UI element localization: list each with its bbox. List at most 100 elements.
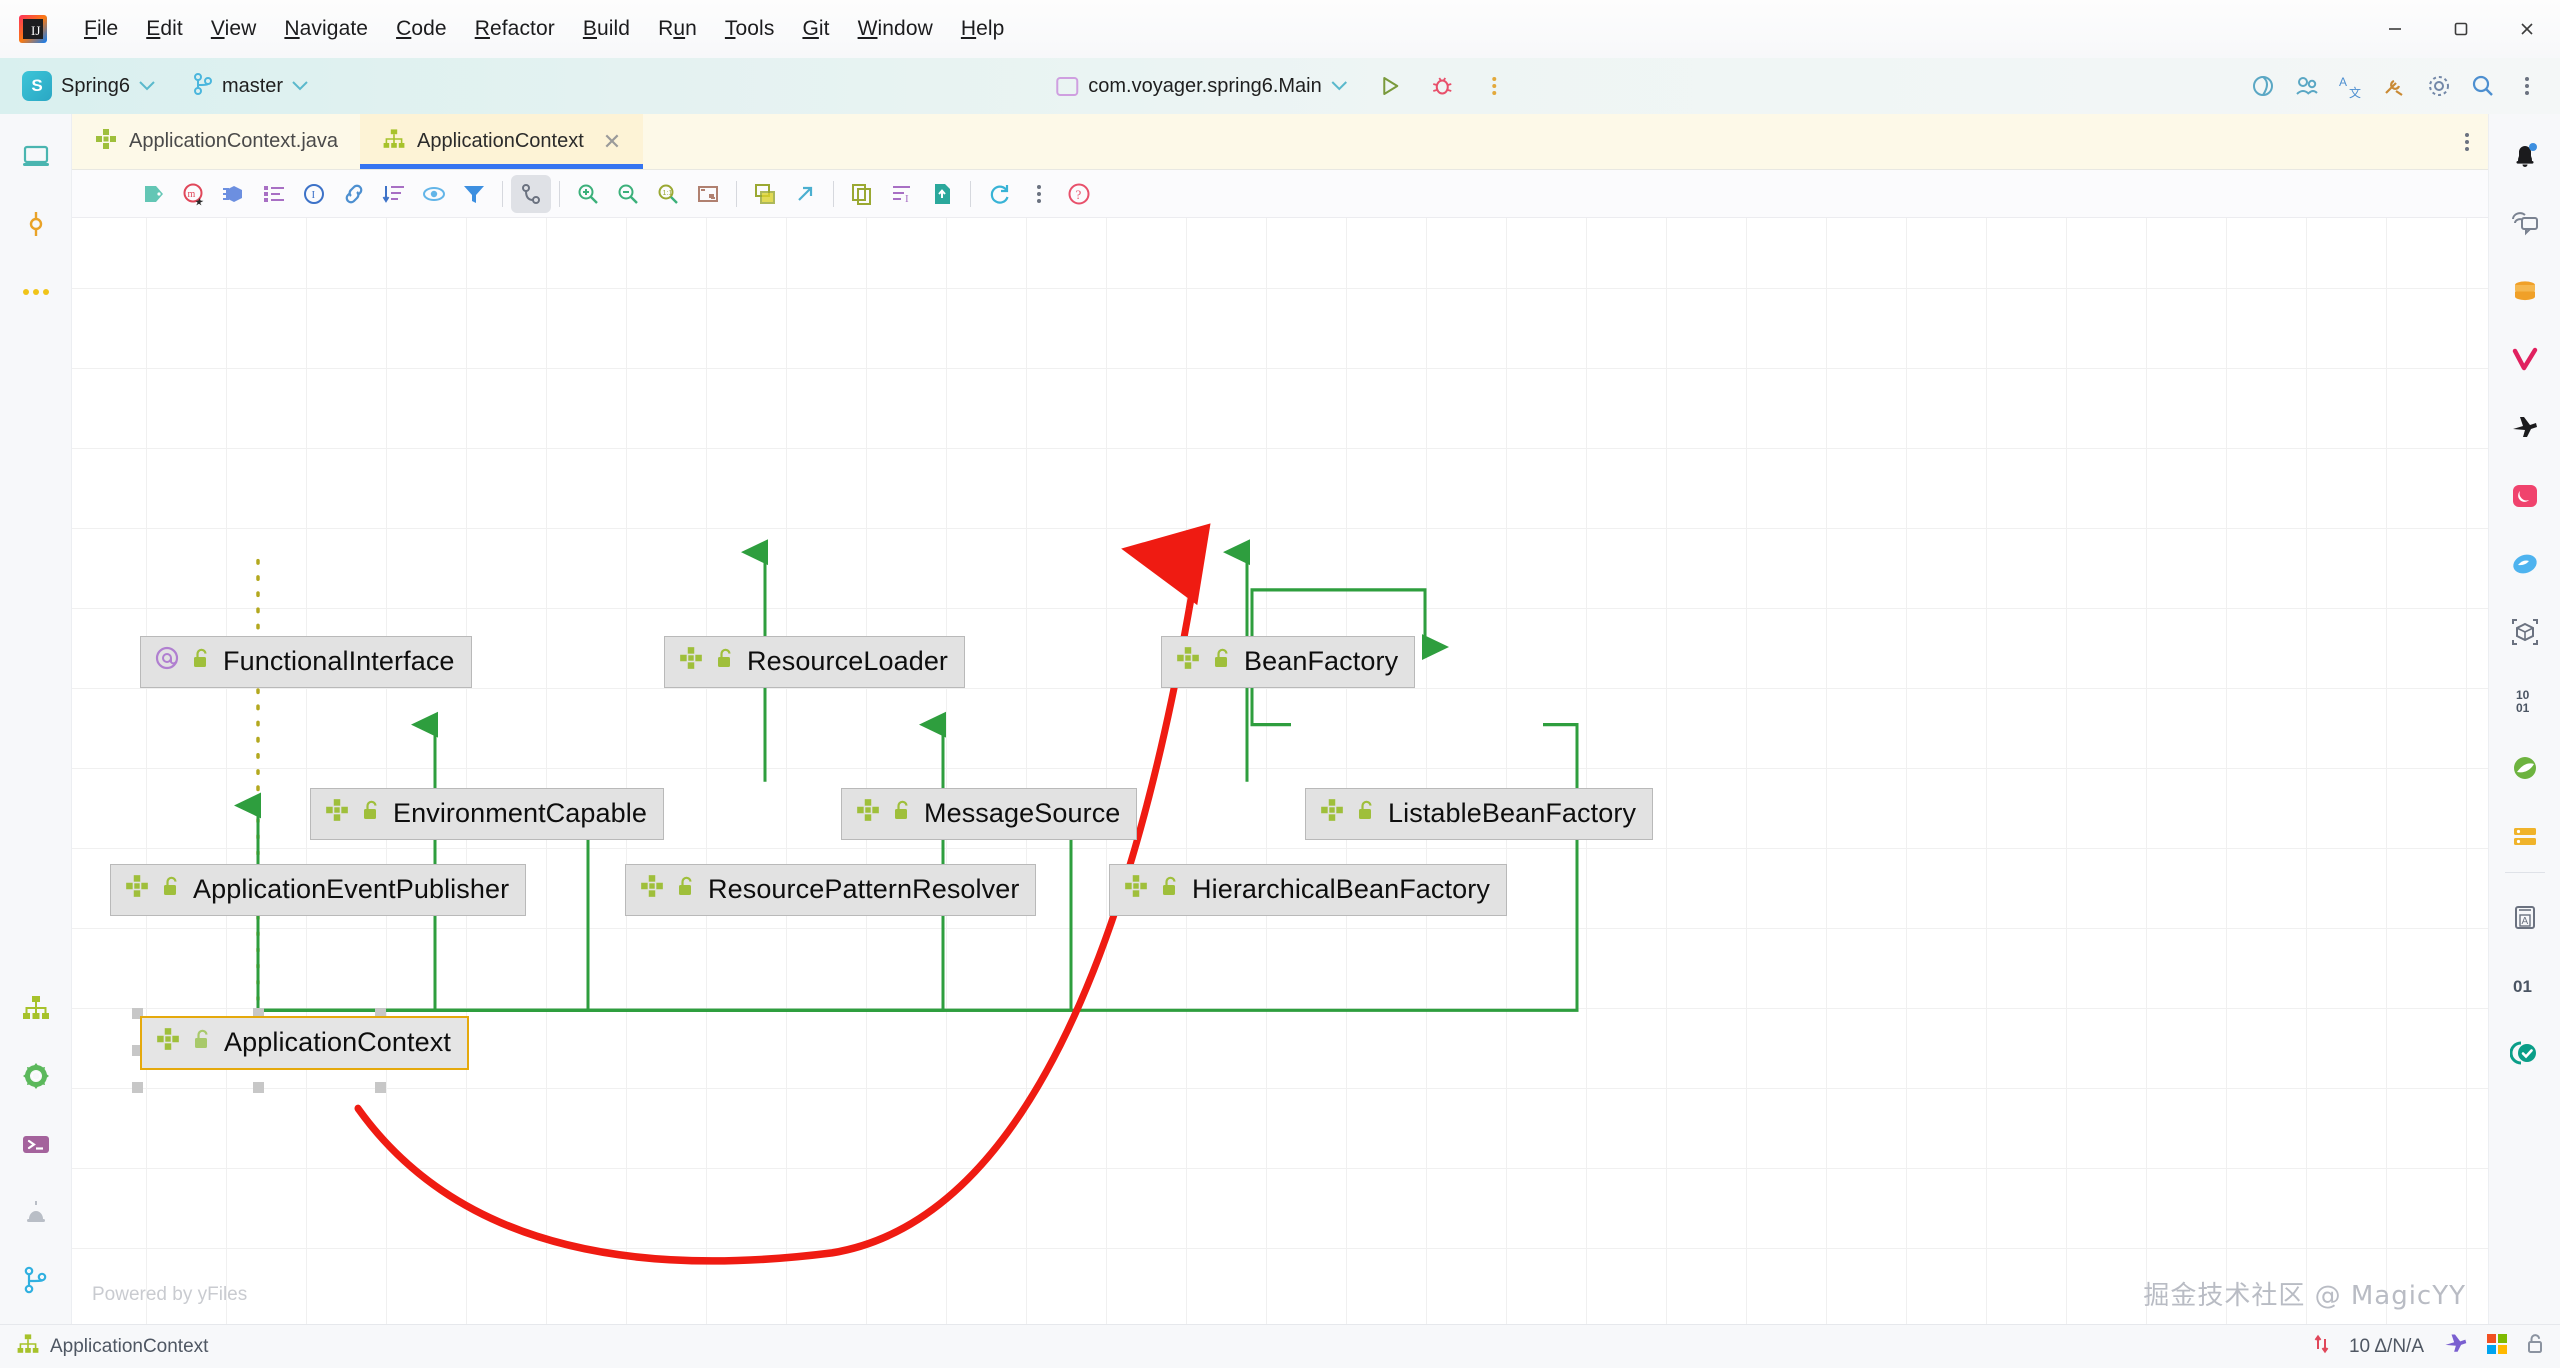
help-icon[interactable]: ? — [1059, 175, 1099, 213]
menu-tools[interactable]: Tools — [724, 17, 775, 40]
node-hierarchicalbeanfactory[interactable]: HierarchicalBeanFactory — [1109, 864, 1507, 916]
settings-icon[interactable] — [2420, 67, 2458, 105]
menu-refactor[interactable]: Refactor — [474, 17, 555, 40]
zoom-in-icon[interactable] — [568, 175, 608, 213]
node-messagesource[interactable]: MessageSource — [841, 788, 1138, 840]
debug-button[interactable] — [1424, 67, 1462, 105]
node-label: ResourcePatternResolver — [708, 873, 1020, 904]
problems-icon[interactable] — [10, 1186, 62, 1238]
checkmark-icon[interactable] — [2499, 1027, 2551, 1079]
menu-build[interactable]: Build — [582, 17, 631, 40]
notifications-icon[interactable] — [2499, 130, 2551, 182]
branch-selector[interactable]: master — [183, 67, 318, 106]
copy-icon[interactable] — [842, 175, 882, 213]
menu-navigate[interactable]: Navigate — [284, 17, 369, 40]
show-edges-icon[interactable] — [334, 175, 374, 213]
maven-icon[interactable] — [2499, 334, 2551, 386]
git-changes-icon[interactable] — [2313, 1333, 2331, 1361]
visibility-icon[interactable] — [414, 175, 454, 213]
apifox-icon[interactable] — [2442, 1331, 2468, 1363]
status-breadcrumb[interactable]: ApplicationContext — [50, 1335, 209, 1357]
dictionary-icon[interactable]: A — [2499, 891, 2551, 943]
menu-code[interactable]: Code — [396, 17, 447, 40]
version-control-icon[interactable] — [10, 1254, 62, 1306]
show-categories-icon[interactable] — [134, 175, 174, 213]
refresh-icon[interactable] — [979, 175, 1019, 213]
export-icon[interactable] — [922, 175, 962, 213]
actual-size-icon[interactable]: 1:1 — [648, 175, 688, 213]
apifox-icon[interactable] — [2499, 470, 2551, 522]
tab-application-context-diagram[interactable]: ApplicationContext ✕ — [360, 114, 644, 169]
node-resourcepatternresolver[interactable]: ResourcePatternResolver — [625, 864, 1037, 916]
menu-edit[interactable]: Edit — [146, 17, 183, 40]
database-icon[interactable] — [2499, 266, 2551, 318]
filter-icon[interactable] — [454, 175, 494, 213]
spring-icon[interactable] — [2499, 742, 2551, 794]
tab-close-icon[interactable]: ✕ — [602, 128, 622, 154]
node-beanfactory[interactable]: BeanFactory — [1161, 636, 1416, 688]
3d-box-icon[interactable] — [2499, 606, 2551, 658]
menu-git[interactable]: Git — [802, 17, 830, 40]
project-icon[interactable] — [10, 130, 62, 182]
node-functionalinterface[interactable]: FunctionalInterface — [140, 636, 472, 688]
toolbar-separator — [970, 180, 971, 207]
maximize-button[interactable] — [2428, 0, 2494, 58]
lock-icon[interactable] — [2526, 1333, 2544, 1361]
tabs-overflow-icon[interactable] — [2464, 114, 2488, 169]
edit-layout-icon[interactable]: I — [882, 175, 922, 213]
tab-application-context-java[interactable]: ApplicationContext.java — [72, 114, 360, 169]
svg-text:m: m — [188, 189, 196, 200]
more-tool-windows-icon[interactable] — [10, 266, 62, 318]
translate-icon[interactable]: A 文 — [2332, 67, 2370, 105]
code-with-me-icon[interactable] — [2288, 67, 2326, 105]
more-icon[interactable] — [2508, 67, 2546, 105]
close-button[interactable] — [2494, 0, 2560, 58]
build-tools-icon[interactable] — [2376, 67, 2414, 105]
sort-icon[interactable] — [374, 175, 414, 213]
diagram-edges — [234, 523, 1579, 1265]
status-left: ApplicationContext — [16, 1332, 208, 1362]
menu-help[interactable]: Help — [960, 17, 1005, 40]
status-right: 10 Δ/N/A — [2313, 1331, 2544, 1363]
node-listablebeanfactory[interactable]: ListableBeanFactory — [1305, 788, 1654, 840]
show-members-icon[interactable]: m — [174, 175, 214, 213]
edge-layout-icon[interactable] — [511, 174, 551, 213]
ai-chat-icon[interactable] — [2499, 198, 2551, 250]
menu-file[interactable]: File — [84, 17, 119, 40]
menu-window[interactable]: Window — [857, 17, 933, 40]
menu-run[interactable]: Run — [658, 17, 697, 40]
structure-diagram-icon[interactable] — [10, 982, 62, 1034]
node-applicationcontext[interactable]: ApplicationContext — [140, 1016, 469, 1070]
search-icon[interactable] — [2464, 67, 2502, 105]
run-button[interactable] — [1372, 67, 1410, 105]
server-icon[interactable] — [2499, 810, 2551, 862]
more-options-icon[interactable] — [1019, 175, 1059, 213]
project-selector[interactable]: S Spring6 — [12, 66, 165, 106]
terminal-icon[interactable] — [10, 1118, 62, 1170]
windows-icon[interactable] — [2486, 1333, 2508, 1361]
add-element-icon[interactable] — [745, 175, 785, 213]
bit-icon[interactable]: 01 — [2499, 959, 2551, 1011]
run-config-selector[interactable]: com.voyager.spring6.Main — [1046, 70, 1357, 103]
node-resourceloader[interactable]: ResourceLoader — [664, 636, 966, 688]
show-inner-classes-icon[interactable]: I — [294, 175, 334, 213]
menu-view[interactable]: View — [210, 17, 257, 40]
annotation-icon — [154, 645, 180, 678]
show-dependencies-icon[interactable] — [214, 175, 254, 213]
aviator-icon[interactable] — [2499, 402, 2551, 454]
ai-assistant-icon[interactable] — [2244, 67, 2282, 105]
binary-icon[interactable]: 10 01 — [2499, 674, 2551, 726]
zoom-out-icon[interactable] — [608, 175, 648, 213]
fit-content-icon[interactable] — [688, 175, 728, 213]
show-fields-icon[interactable] — [254, 175, 294, 213]
services-icon[interactable] — [10, 1050, 62, 1102]
line-separator-label[interactable]: 10 Δ/N/A — [2348, 1335, 2424, 1357]
globe-icon[interactable] — [2499, 538, 2551, 590]
commit-icon[interactable] — [10, 198, 62, 250]
minimize-button[interactable] — [2362, 0, 2428, 58]
diagram-canvas[interactable]: FunctionalInterface ResourceLoader — [72, 218, 2488, 1324]
run-more-button[interactable] — [1476, 67, 1514, 105]
node-applicationeventpublisher[interactable]: ApplicationEventPublisher — [110, 864, 527, 916]
jump-to-source-icon[interactable] — [785, 175, 825, 213]
node-environmentcapable[interactable]: EnvironmentCapable — [310, 788, 664, 840]
